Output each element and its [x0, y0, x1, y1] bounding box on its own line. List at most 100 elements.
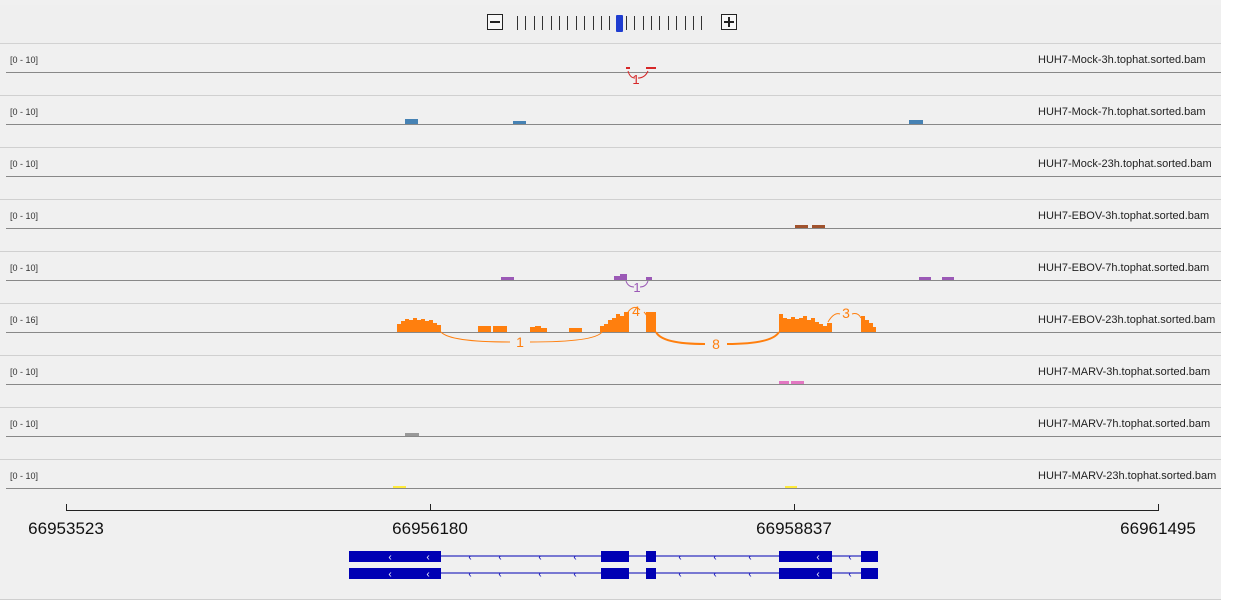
- gene-models: ‹ ‹ ‹ ‹ ‹ ‹ ‹ ‹ ‹ ‹ ‹ ‹ ‹ ‹ ‹ ‹ ‹ ‹ ‹ ‹ ‹ ‹: [349, 551, 878, 580]
- track-name[interactable]: HUH7-Mock-3h.tophat.sorted.bam: [1038, 54, 1206, 66]
- data-range-label: [0 - 10]: [10, 263, 39, 273]
- zoom-tick[interactable]: [701, 16, 703, 30]
- strand-arrow-icon: ‹: [573, 552, 576, 563]
- coverage-track[interactable]: [0 - 16] HUH7-EBOV-23h.tophat.sorted.bam: [0, 304, 1221, 356]
- data-range-label: [0 - 10]: [10, 471, 39, 481]
- coverage-plot: 4 3 1 8: [397, 304, 876, 352]
- junction-count: 3: [842, 305, 850, 321]
- minus-icon: [490, 21, 500, 23]
- data-range-label: [0 - 10]: [10, 159, 39, 169]
- zoom-tick[interactable]: [676, 16, 678, 30]
- data-range-label: [0 - 16]: [10, 315, 39, 325]
- zoom-level-indicator[interactable]: [615, 15, 623, 32]
- zoom-in-button[interactable]: [721, 14, 737, 30]
- strand-arrow-icon: ‹: [816, 569, 819, 580]
- strand-arrow-icon: ‹: [816, 552, 819, 563]
- zoom-out-button[interactable]: [487, 14, 503, 30]
- junction-count: 4: [632, 304, 640, 319]
- zoom-tick[interactable]: [651, 16, 652, 30]
- coverage-track[interactable]: [0 - 10] HUH7-MARV-3h.tophat.sorted.bam: [0, 356, 1221, 408]
- strand-arrow-icon: ‹: [848, 552, 851, 563]
- coverage-bar: [646, 277, 652, 280]
- strand-arrow-icon: ‹: [538, 552, 541, 563]
- strand-arrow-icon: ‹: [426, 552, 429, 563]
- track-name[interactable]: HUH7-MARV-3h.tophat.sorted.bam: [1038, 366, 1211, 378]
- zoom-tick[interactable]: [584, 16, 586, 30]
- strand-arrow-icon: ‹: [468, 552, 471, 563]
- coverage-track[interactable]: [0 - 10] HUH7-Mock-23h.tophat.sorted.bam: [0, 148, 1221, 200]
- strand-arrows: ‹ ‹ ‹ ‹ ‹ ‹ ‹ ‹ ‹ ‹ ‹ ‹ ‹ ‹ ‹ ‹ ‹ ‹ ‹ ‹ ‹ ‹: [388, 552, 851, 580]
- coverage-bar: [791, 381, 804, 384]
- transcript: [349, 568, 878, 579]
- zoom-tick[interactable]: [634, 16, 636, 30]
- coverage-bar: [646, 67, 656, 69]
- zoom-tick[interactable]: [575, 16, 577, 30]
- coverage-bar: [909, 120, 923, 124]
- zoom-tick[interactable]: [533, 16, 535, 30]
- track-name[interactable]: HUH7-EBOV-7h.tophat.sorted.bam: [1038, 262, 1210, 274]
- coverage-track[interactable]: [0 - 10] HUH7-Mock-3h.tophat.sorted.bam …: [0, 44, 1221, 96]
- coverage-track[interactable]: [0 - 10] HUH7-EBOV-7h.tophat.sorted.bam …: [0, 252, 1221, 304]
- coverage-bar: [795, 225, 808, 228]
- strand-arrow-icon: ‹: [573, 569, 576, 580]
- coverage-bar: [405, 119, 418, 124]
- coverage-bar: [620, 274, 627, 280]
- ruler-label: 66961495: [1120, 519, 1196, 538]
- zoom-tick[interactable]: [525, 16, 527, 30]
- coverage-bar: [942, 277, 954, 280]
- zoom-tick[interactable]: [642, 16, 644, 30]
- strand-arrow-icon: ‹: [388, 569, 391, 580]
- coverage-plot: [393, 486, 797, 488]
- data-range-label: [0 - 10]: [10, 419, 39, 429]
- coverage-plot: 1: [626, 67, 656, 87]
- coverage-bar: [501, 277, 514, 280]
- junction-count: 1: [633, 280, 640, 295]
- track-name[interactable]: HUH7-MARV-23h.tophat.sorted.bam: [1038, 470, 1217, 482]
- zoom-tick[interactable]: [567, 16, 569, 30]
- data-range-label: [0 - 10]: [10, 55, 39, 65]
- coverage-bar: [513, 121, 526, 124]
- junction-count: 1: [516, 334, 524, 350]
- track-name[interactable]: HUH7-EBOV-23h.tophat.sorted.bam: [1038, 314, 1216, 326]
- junction-arc: [625, 280, 649, 288]
- zoom-tick[interactable]: [693, 16, 694, 30]
- strand-arrow-icon: ‹: [678, 569, 681, 580]
- coverage-plot: [779, 381, 804, 384]
- zoom-tick[interactable]: [517, 16, 518, 30]
- coverage-plot: [405, 433, 419, 436]
- ruler-label: 66956180: [392, 519, 468, 538]
- ruler-label: 66953523: [28, 519, 104, 538]
- strand-arrow-icon: ‹: [748, 552, 751, 563]
- transcript: [349, 551, 878, 562]
- zoom-tick[interactable]: [625, 16, 627, 30]
- zoom-widget: [0, 5, 1221, 44]
- gene-track[interactable]: ‹ ‹ ‹ ‹ ‹ ‹ ‹ ‹ ‹ ‹ ‹ ‹ ‹ ‹ ‹ ‹ ‹ ‹ ‹ ‹ ‹ ‹: [0, 542, 1221, 600]
- strand-arrow-icon: ‹: [468, 569, 471, 580]
- strand-arrow-icon: ‹: [748, 569, 751, 580]
- strand-arrow-icon: ‹: [498, 569, 501, 580]
- track-name[interactable]: HUH7-EBOV-3h.tophat.sorted.bam: [1038, 210, 1210, 222]
- coverage-track[interactable]: [0 - 10] HUH7-Mock-7h.tophat.sorted.bam: [0, 96, 1221, 148]
- zoom-tick[interactable]: [542, 16, 544, 30]
- coverage-bar: [405, 433, 419, 436]
- zoom-tick[interactable]: [659, 16, 661, 30]
- track-name[interactable]: HUH7-Mock-23h.tophat.sorted.bam: [1038, 158, 1212, 170]
- track-name[interactable]: HUH7-Mock-7h.tophat.sorted.bam: [1038, 106, 1206, 118]
- zoom-tick[interactable]: [550, 16, 552, 30]
- coverage-bar: [626, 67, 630, 69]
- zoom-tick[interactable]: [592, 16, 594, 30]
- junction-count: 1: [632, 72, 639, 87]
- zoom-tick[interactable]: [684, 16, 686, 30]
- zoom-tick[interactable]: [609, 16, 611, 30]
- junction-arc: [627, 70, 649, 79]
- zoom-tick[interactable]: [601, 16, 602, 30]
- track-name[interactable]: HUH7-MARV-7h.tophat.sorted.bam: [1038, 418, 1211, 430]
- coverage-track[interactable]: [0 - 10] HUH7-MARV-7h.tophat.sorted.bam: [0, 408, 1221, 460]
- position-ruler[interactable]: 66953523 66956180 66958837 66961495: [0, 502, 1221, 543]
- data-range-label: [0 - 10]: [10, 367, 39, 377]
- strand-arrow-icon: ‹: [498, 552, 501, 563]
- zoom-tick[interactable]: [667, 16, 669, 30]
- coverage-track[interactable]: [0 - 10] HUH7-EBOV-3h.tophat.sorted.bam: [0, 200, 1221, 252]
- zoom-tick[interactable]: [559, 16, 560, 30]
